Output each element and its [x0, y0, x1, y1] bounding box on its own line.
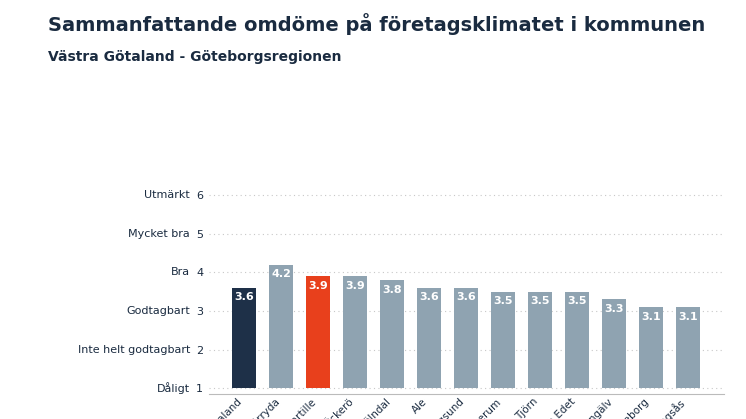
Text: 3.9: 3.9	[345, 281, 365, 291]
Bar	[454, 288, 478, 388]
Text: 3.9: 3.9	[308, 281, 328, 291]
Text: Dåligt: Dåligt	[157, 382, 190, 394]
Text: 3.6: 3.6	[457, 292, 476, 303]
Bar	[639, 307, 663, 388]
Bar	[232, 288, 257, 388]
Text: 3.1: 3.1	[678, 312, 698, 322]
Bar	[565, 292, 589, 388]
Bar	[528, 292, 552, 388]
Text: Godtagbart: Godtagbart	[127, 306, 190, 316]
Text: Inte helt godtagbart: Inte helt godtagbart	[78, 344, 190, 354]
Bar	[491, 292, 515, 388]
Text: 3.5: 3.5	[530, 296, 550, 306]
Text: 3.5: 3.5	[494, 296, 513, 306]
Text: 4.2: 4.2	[272, 269, 291, 279]
Text: 3.3: 3.3	[604, 304, 624, 314]
Text: 3.1: 3.1	[642, 312, 661, 322]
Bar	[307, 276, 330, 388]
Bar	[343, 276, 367, 388]
Text: Utmärkt: Utmärkt	[145, 190, 190, 200]
Text: 3.6: 3.6	[234, 292, 254, 303]
Bar	[417, 288, 442, 388]
Bar	[676, 307, 700, 388]
Text: 3.6: 3.6	[419, 292, 439, 303]
Text: Bra: Bra	[171, 267, 190, 277]
Text: Mycket bra: Mycket bra	[128, 229, 190, 239]
Text: 3.5: 3.5	[568, 296, 587, 306]
Bar	[269, 265, 293, 388]
Text: Västra Götaland - Göteborgsregionen: Västra Götaland - Göteborgsregionen	[48, 50, 342, 64]
Bar	[380, 280, 404, 388]
Bar	[602, 300, 626, 388]
Text: Sammanfattande omdöme på företagsklimatet i kommunen: Sammanfattande omdöme på företagsklimate…	[48, 13, 706, 34]
Text: 3.8: 3.8	[383, 285, 402, 295]
